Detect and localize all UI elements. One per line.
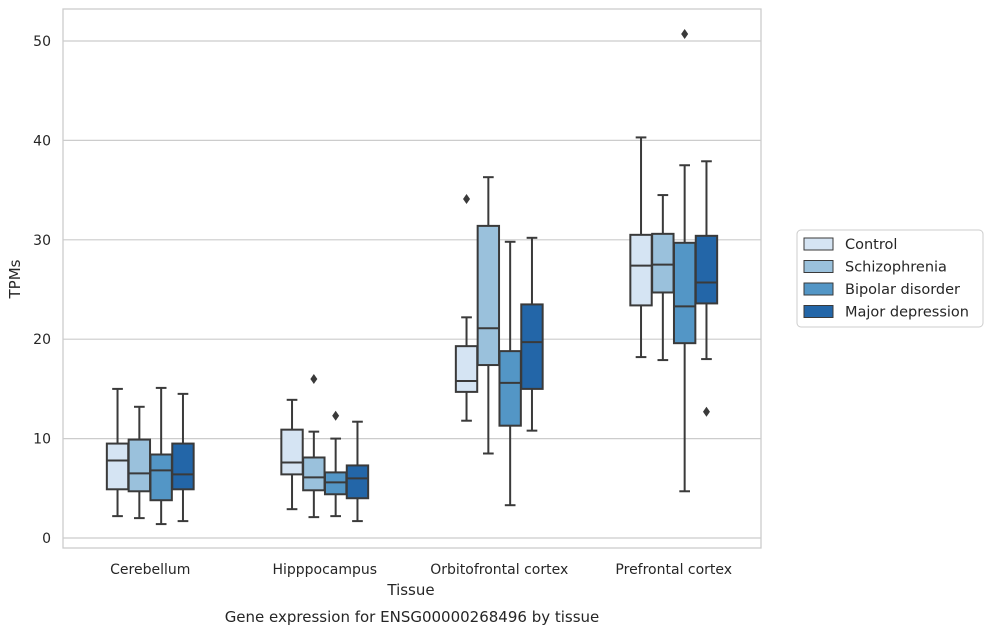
x-axis-ticks: Cerebellum Hipppocampus Orbitofrontal cort… <box>110 562 732 578</box>
legend-frame <box>796 229 984 328</box>
iqr-box <box>149 453 173 502</box>
iqr-box <box>476 224 501 367</box>
y-axis-label: TPMs <box>6 259 24 299</box>
y-tick-label: 40 <box>33 133 51 149</box>
outlier-point <box>463 194 471 205</box>
legend-swatch <box>803 282 834 296</box>
plot-area-frame <box>62 8 762 549</box>
iqr-box <box>629 233 653 307</box>
box-bipolar-disorder-0 <box>149 386 173 526</box>
box-major-depression-1 <box>345 420 370 523</box>
y-tick-label: 30 <box>33 233 51 249</box>
outlier-point <box>332 410 340 421</box>
box-major-depression-0 <box>171 392 195 523</box>
x-axis-label: Tissue <box>386 581 434 599</box>
y-tick-label: 0 <box>42 531 51 547</box>
outlier-point <box>310 373 318 384</box>
gridlines <box>63 40 761 539</box>
iqr-box <box>105 442 130 491</box>
legend-label: Schizophrenia <box>845 260 947 276</box>
box-control-2 <box>454 194 479 422</box>
box-bipolar-disorder-2 <box>498 240 522 507</box>
boxes <box>105 29 719 526</box>
box-major-depression-3 <box>694 160 719 417</box>
box-schizophrenia-2 <box>476 176 501 455</box>
box-bipolar-disorder-3 <box>672 29 697 493</box>
y-axis-ticks: 0 10 20 30 40 50 <box>33 34 51 547</box>
y-tick-label: 20 <box>33 332 51 348</box>
box-bipolar-disorder-1 <box>323 410 348 518</box>
box-major-depression-2 <box>520 236 544 432</box>
iqr-box <box>280 428 304 476</box>
iqr-box <box>520 303 544 390</box>
outlier-point <box>681 29 689 40</box>
iqr-box <box>454 345 479 393</box>
iqr-box <box>694 234 719 305</box>
box-control-0 <box>105 387 130 518</box>
legend-label: Major depression <box>845 305 969 321</box>
iqr-box <box>127 438 152 493</box>
box-schizophrenia-0 <box>127 405 152 520</box>
legend-swatch <box>803 305 834 318</box>
outlier-point <box>702 406 710 417</box>
iqr-box <box>498 350 522 427</box>
iqr-box <box>651 232 675 294</box>
y-tick-label: 50 <box>33 34 51 50</box>
iqr-box <box>672 241 697 345</box>
box-schizophrenia-1 <box>302 373 326 519</box>
box-control-1 <box>280 398 304 511</box>
box-control-3 <box>629 136 653 359</box>
x-tick-label: Cerebellum <box>110 562 190 578</box>
x-tick-label: Orbitofrontal cortex <box>430 562 568 578</box>
legend-label: Bipolar disorder <box>845 282 960 298</box>
iqr-box <box>171 442 195 491</box>
y-tick-label: 10 <box>33 432 51 448</box>
legend: Control Schizophrenia Bipolar disorder Majo… <box>796 229 984 328</box>
x-tick-label: Hipppocampus <box>272 562 377 578</box>
x-tick-label: Prefrontal cortex <box>615 562 732 578</box>
legend-label: Control <box>845 237 897 253</box>
iqr-box <box>345 464 370 500</box>
legend-swatch <box>803 260 834 273</box>
figure-caption: Gene expression for ENSG00000268496 by t… <box>225 608 600 626</box>
box-schizophrenia-3 <box>651 194 675 362</box>
iqr-box <box>302 456 326 492</box>
legend-swatch <box>803 237 834 251</box>
